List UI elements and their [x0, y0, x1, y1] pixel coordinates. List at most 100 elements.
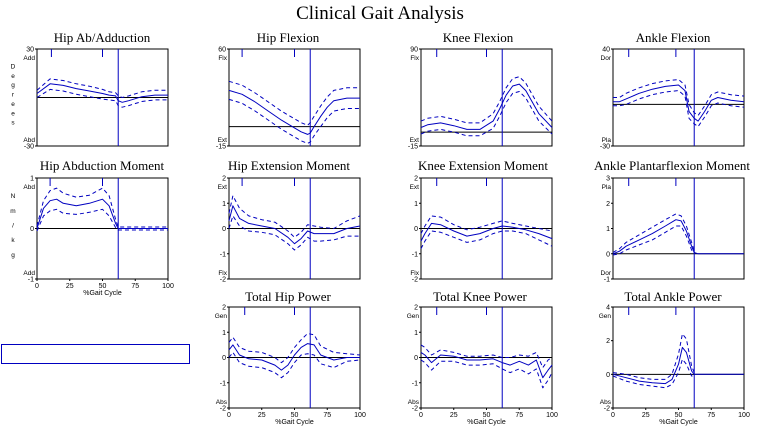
- y-tick-label: 1: [414, 330, 418, 337]
- sd-band-line: [420, 359, 553, 389]
- y-tick-label: 0: [222, 355, 226, 362]
- panel-title: Knee Flexion: [443, 30, 514, 45]
- bottom-axis-word: Ext: [218, 137, 228, 144]
- panel-title: Total Knee Power: [433, 289, 527, 304]
- vertical-label-char: m: [10, 208, 15, 215]
- mean-series-line: [228, 205, 361, 245]
- y-tick-label: -30: [24, 144, 34, 151]
- mean-series-line: [36, 198, 168, 229]
- y-tick-label: -1: [604, 277, 610, 284]
- vertical-label-char: e: [11, 110, 15, 117]
- bottom-axis-word: Abd: [23, 137, 35, 144]
- bottom-axis-word: Flx: [218, 270, 227, 277]
- x-tick-label: 50: [483, 412, 491, 419]
- sd-band-line: [36, 78, 168, 98]
- y-tick-label: 1: [30, 176, 34, 183]
- sd-band-line: [228, 98, 360, 144]
- x-axis-label: %Gait Cycle: [83, 290, 122, 297]
- mean-series-line: [613, 84, 745, 122]
- y-tick-label: 0: [606, 251, 610, 258]
- plot-frame: [612, 48, 745, 147]
- mean-series-line: [228, 343, 360, 371]
- y-tick-label: 1: [414, 201, 418, 208]
- x-axis-label: %Gait Cycle: [275, 419, 314, 426]
- top-axis-word: Flx: [410, 55, 419, 62]
- bottom-axis-word: Abs: [600, 399, 612, 406]
- chart-panel: Knee Flexion 90 -15 Flx Ext: [408, 30, 553, 151]
- y-tick-label: -30: [600, 144, 610, 151]
- mean-series-line: [420, 351, 553, 379]
- bottom-axis-word: Pla: [602, 137, 612, 144]
- sd-band-line: [612, 225, 695, 256]
- y-tick-label: 2: [222, 305, 226, 312]
- x-axis-label: %Gait Cycle: [659, 419, 698, 426]
- x-tick-label: 25: [642, 412, 650, 419]
- y-tick-label: -2: [604, 406, 610, 413]
- bottom-axis-word: Flx: [410, 270, 419, 277]
- y-tick-label: 0: [222, 226, 226, 233]
- top-axis-word: Add: [23, 55, 35, 62]
- x-tick-label: 25: [258, 412, 266, 419]
- x-tick-label: 75: [323, 412, 331, 419]
- mean-series-line: [612, 219, 744, 255]
- panel-title: Hip Flexion: [257, 30, 320, 45]
- vertical-label-char: N: [11, 193, 16, 200]
- sd-band-line: [228, 80, 360, 126]
- y-tick-label: 0: [30, 226, 34, 233]
- sd-band-line: [613, 79, 745, 116]
- y-tick-label: -15: [216, 144, 226, 151]
- panel-title: Total Ankle Power: [624, 289, 722, 304]
- top-axis-word: Dor: [601, 55, 612, 62]
- mean-series-line: [420, 222, 553, 242]
- x-tick-label: 25: [66, 283, 74, 290]
- y-tick-label: -2: [220, 406, 226, 413]
- y-tick-label: 40: [602, 47, 610, 54]
- x-tick-label: 0: [611, 412, 615, 419]
- x-tick-label: 100: [162, 283, 174, 290]
- y-tick-label: 2: [606, 201, 610, 208]
- y-tick-label: 2: [414, 305, 418, 312]
- top-axis-word: Gen: [407, 313, 420, 320]
- x-tick-label: 100: [546, 412, 558, 419]
- y-tick-label: 2: [606, 338, 610, 345]
- y-tick-label: 90: [410, 47, 418, 54]
- y-tick-label: -1: [220, 251, 226, 258]
- sd-band-line: [613, 90, 745, 128]
- plot-frame: [612, 177, 745, 280]
- x-axis-label: %Gait Cycle: [467, 419, 506, 426]
- mean-series-line: [36, 83, 168, 103]
- top-axis-word: Ext: [410, 184, 420, 191]
- y-tick-label: -2: [412, 277, 418, 284]
- vertical-label-char: g: [11, 82, 15, 89]
- plot-frame: [420, 48, 553, 147]
- y-tick-label: 0: [414, 226, 418, 233]
- y-tick-label: -2: [220, 277, 226, 284]
- x-tick-label: 100: [738, 412, 750, 419]
- bottom-axis-word: Add: [23, 270, 35, 277]
- y-tick-label: 2: [222, 176, 226, 183]
- y-tick-label: 0: [414, 355, 418, 362]
- top-axis-word: Gen: [215, 313, 228, 320]
- bottom-axis-word: Dor: [601, 270, 612, 277]
- y-tick-label: 60: [218, 47, 226, 54]
- sd-band-line: [36, 187, 168, 228]
- x-tick-label: 75: [131, 283, 139, 290]
- panel-title: Total Hip Power: [245, 289, 331, 304]
- sd-band-line: [420, 230, 553, 249]
- panel-title: Hip Abduction Moment: [40, 158, 165, 173]
- vertical-label-char: r: [12, 92, 15, 99]
- x-tick-label: 75: [515, 412, 523, 419]
- x-tick-label: 25: [450, 412, 458, 419]
- y-tick-label: -1: [412, 380, 418, 387]
- y-tick-label: 1: [606, 226, 610, 233]
- bottom-axis-word: Abs: [408, 399, 420, 406]
- y-tick-label: -1: [28, 277, 34, 284]
- plot-frame: [228, 48, 361, 147]
- mean-series-line: [228, 89, 360, 135]
- sd-band-line: [228, 215, 360, 251]
- y-tick-label: 0: [606, 372, 610, 379]
